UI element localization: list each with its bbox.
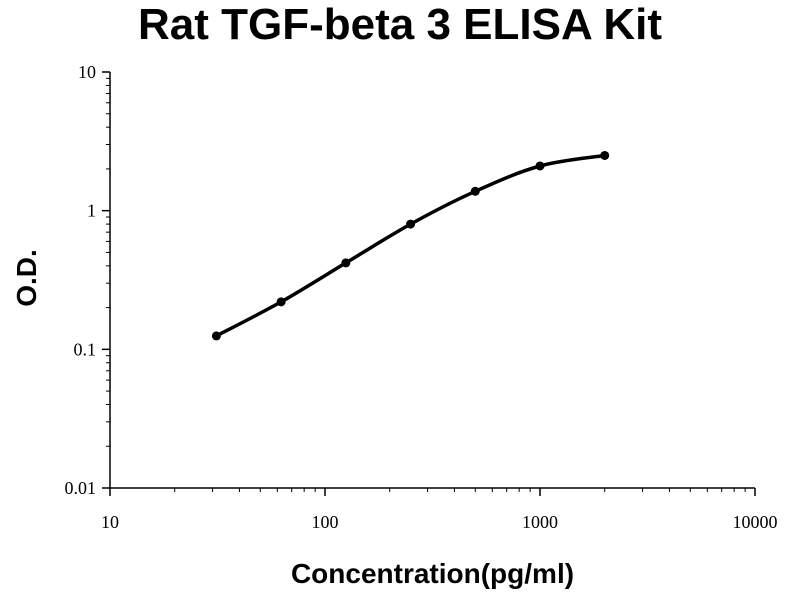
y-tick-label: 0.01: [65, 478, 97, 498]
y-tick-label: 10: [78, 62, 96, 82]
data-point: [406, 219, 416, 229]
x-tick-label: 10: [101, 512, 119, 532]
series-line: [214, 153, 607, 338]
data-point: [470, 186, 480, 196]
data-point: [535, 161, 545, 171]
y-tick-label: 1: [87, 201, 96, 221]
data-point: [211, 331, 221, 341]
y-tick-label: 0.1: [74, 339, 97, 359]
x-tick-label: 1000: [522, 512, 558, 532]
x-tick-label: 100: [312, 512, 339, 532]
y-axis-title: O.D.: [11, 249, 42, 307]
x-tick-label: 10000: [733, 512, 778, 532]
data-point: [600, 150, 610, 160]
x-axis-title: Concentration(pg/ml): [290, 558, 575, 589]
data-point: [341, 258, 351, 268]
chart-title: Rat TGF-beta 3 ELISA Kit: [138, 0, 662, 49]
data-point: [276, 297, 286, 307]
